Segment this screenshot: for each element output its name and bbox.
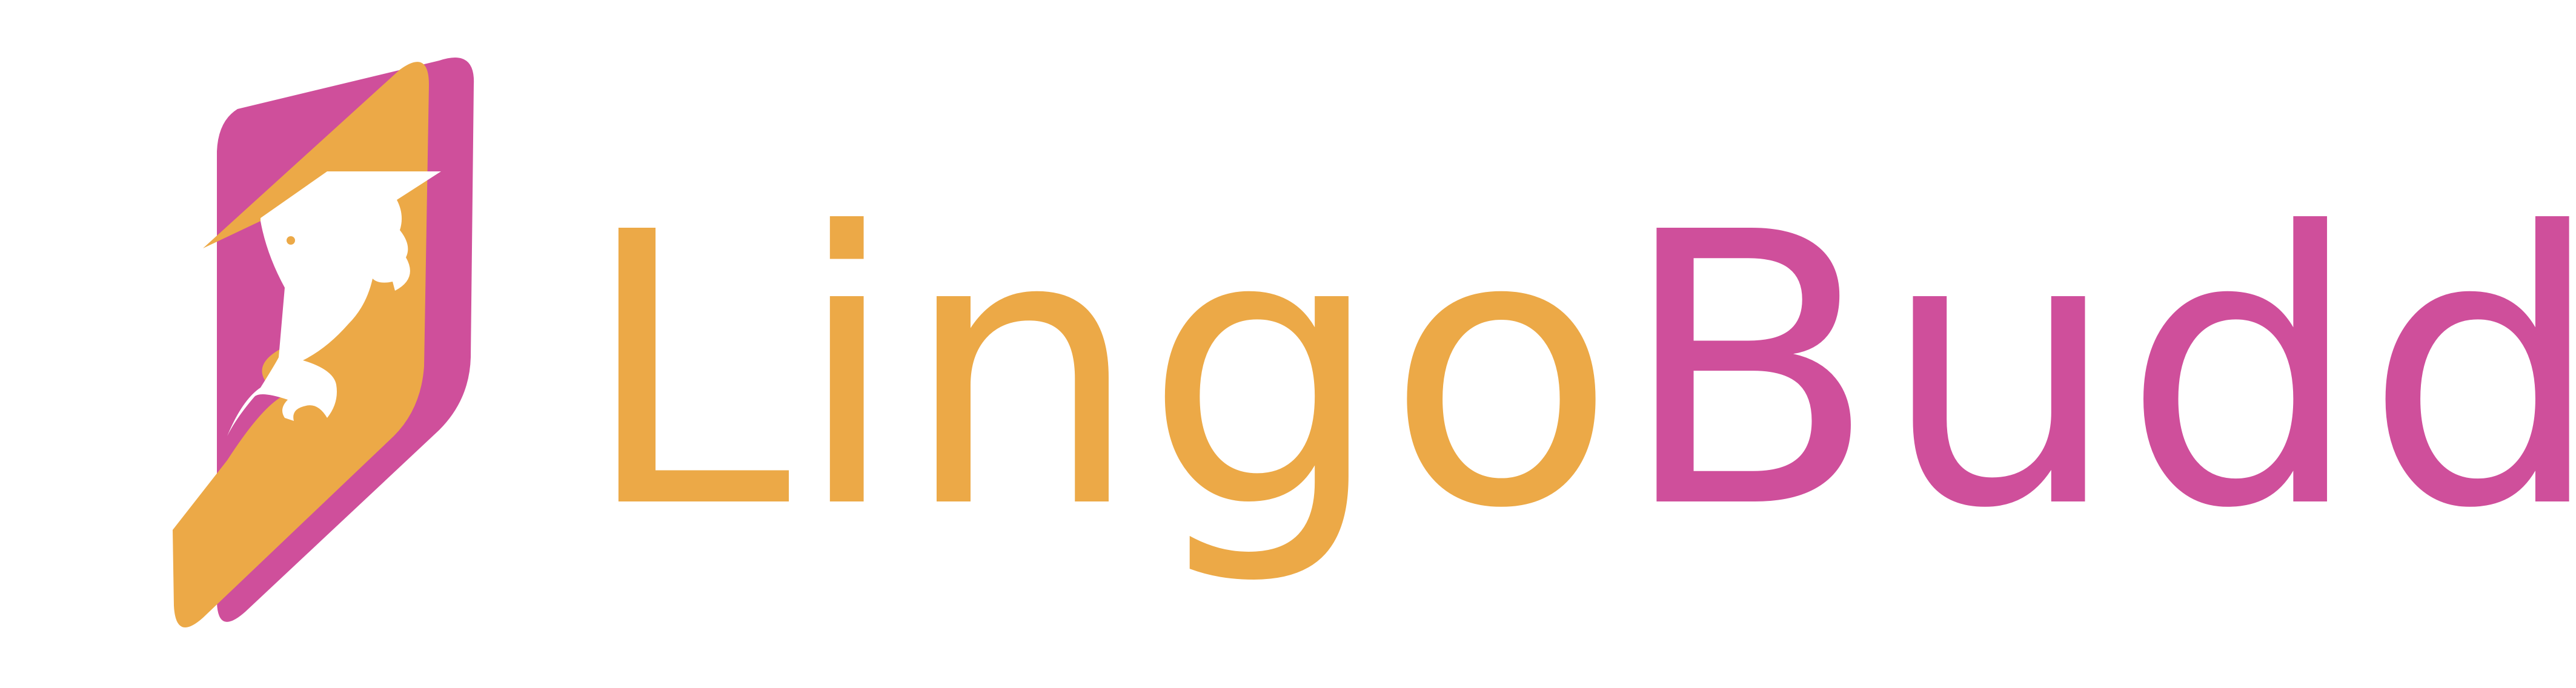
brand-name-lingo: Lingo xyxy=(582,154,1620,590)
brand-name: LingoBuddy xyxy=(582,154,2576,590)
brand-name-buddy: Buddy xyxy=(1619,154,2576,590)
book-with-bird-icon xyxy=(173,58,474,627)
bird-eye xyxy=(287,236,295,245)
bird-silhouette xyxy=(227,171,441,436)
